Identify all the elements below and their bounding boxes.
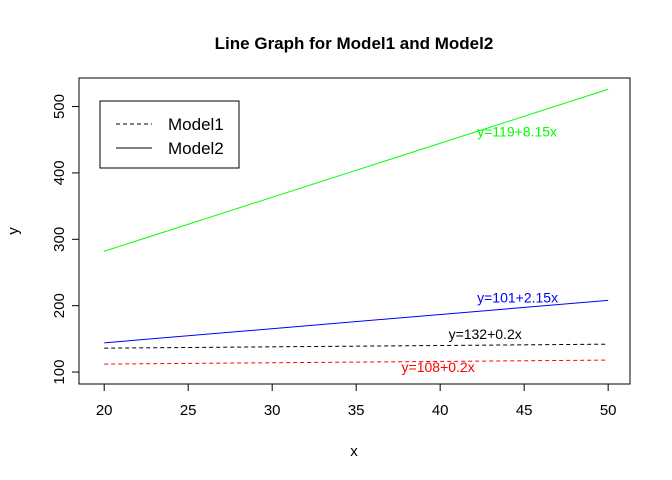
y-axis: 100 200 300 400 500	[51, 94, 80, 385]
legend: Model1 Model2	[99, 100, 240, 169]
x-tick-label: 35	[348, 402, 365, 419]
annotation-layer: y=119+8.15x y=101+2.15x y=132+0.2x y=108+0.…	[402, 123, 559, 375]
series-line-4	[104, 359, 609, 365]
equation-label: y=101+2.15x	[477, 289, 558, 305]
y-tick-label: 300	[51, 227, 68, 252]
series-line-1	[104, 88, 609, 252]
y-tick-label: 400	[51, 160, 68, 185]
x-tick-label: 50	[600, 402, 617, 419]
equation-label: y=119+8.15x	[477, 123, 557, 139]
y-tick-label: 500	[51, 94, 68, 119]
y-tick-label: 100	[51, 360, 68, 385]
legend-box	[99, 100, 240, 169]
x-tick-label: 30	[264, 402, 281, 419]
legend-label-model2: Model2	[168, 139, 224, 158]
legend-label-model1: Model1	[168, 115, 224, 134]
x-tick-label: 45	[516, 402, 533, 419]
chart-title: Line Graph for Model1 and Model2	[215, 34, 494, 53]
x-tick-label: 20	[96, 402, 113, 419]
series-layer	[104, 88, 609, 365]
equation-label: y=108+0.2x	[402, 359, 475, 375]
y-tick-label: 200	[51, 293, 68, 318]
x-axis-title: x	[350, 443, 358, 460]
x-tick-label: 40	[432, 402, 449, 419]
equation-label: y=132+0.2x	[449, 326, 522, 342]
y-axis-title: y	[5, 227, 22, 235]
series-line-2	[104, 299, 609, 344]
x-axis: 20 25 30 35 40 45 50	[96, 383, 617, 419]
series-line-3	[104, 343, 609, 349]
x-tick-label: 25	[180, 402, 197, 419]
